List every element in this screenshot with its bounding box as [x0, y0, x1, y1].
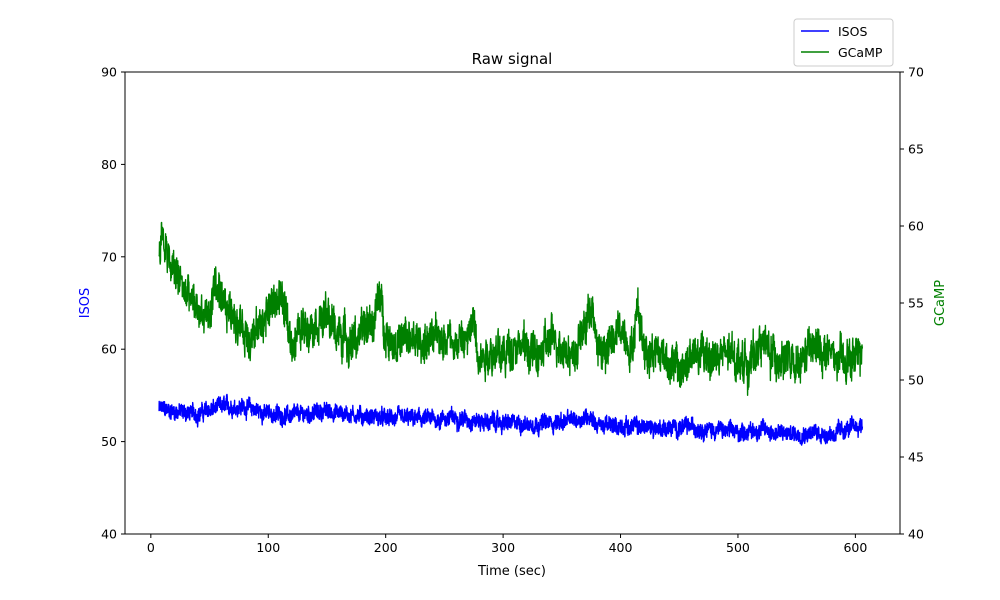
x-tick-label: 500	[726, 540, 750, 555]
isos-series-line	[158, 393, 864, 446]
x-tick-label: 600	[843, 540, 867, 555]
x-tick-label: 400	[609, 540, 633, 555]
x-axis-ticks: 0 100 200 300 400 500 600	[147, 534, 867, 555]
right-y-axis-label: GCaMP	[933, 280, 948, 326]
x-tick-label: 300	[491, 540, 515, 555]
left-y-tick-label: 50	[101, 434, 117, 449]
right-y-axis-ticks: 40 45 50 55 60 65 70	[900, 65, 924, 542]
chart-title: Raw signal	[472, 50, 553, 68]
x-axis-label: Time (sec)	[477, 564, 546, 579]
x-tick-label: 200	[374, 540, 398, 555]
right-y-tick-label: 60	[908, 219, 924, 234]
left-y-tick-label: 40	[101, 527, 117, 542]
left-y-tick-label: 60	[101, 342, 117, 357]
legend-gcamp-label: GCaMP	[838, 45, 883, 60]
right-y-tick-label: 40	[908, 527, 924, 542]
left-y-tick-label: 70	[101, 249, 117, 264]
x-tick-label: 0	[147, 540, 155, 555]
gcamp-series-line	[158, 221, 864, 396]
left-y-axis-ticks: 40 50 60 70 80 90	[101, 65, 125, 542]
left-y-tick-label: 90	[101, 65, 117, 80]
right-y-tick-label: 50	[908, 373, 924, 388]
x-tick-label: 100	[256, 540, 280, 555]
legend: ISOS GCaMP	[793, 18, 894, 67]
left-y-axis-label: ISOS	[78, 288, 93, 319]
right-y-tick-label: 55	[908, 296, 924, 311]
right-y-tick-label: 65	[908, 142, 924, 157]
left-y-tick-label: 80	[101, 157, 117, 172]
plot-frame	[124, 71, 901, 535]
right-y-tick-label: 70	[908, 65, 924, 80]
right-y-tick-label: 45	[908, 450, 924, 465]
legend-isos-label: ISOS	[838, 24, 867, 39]
